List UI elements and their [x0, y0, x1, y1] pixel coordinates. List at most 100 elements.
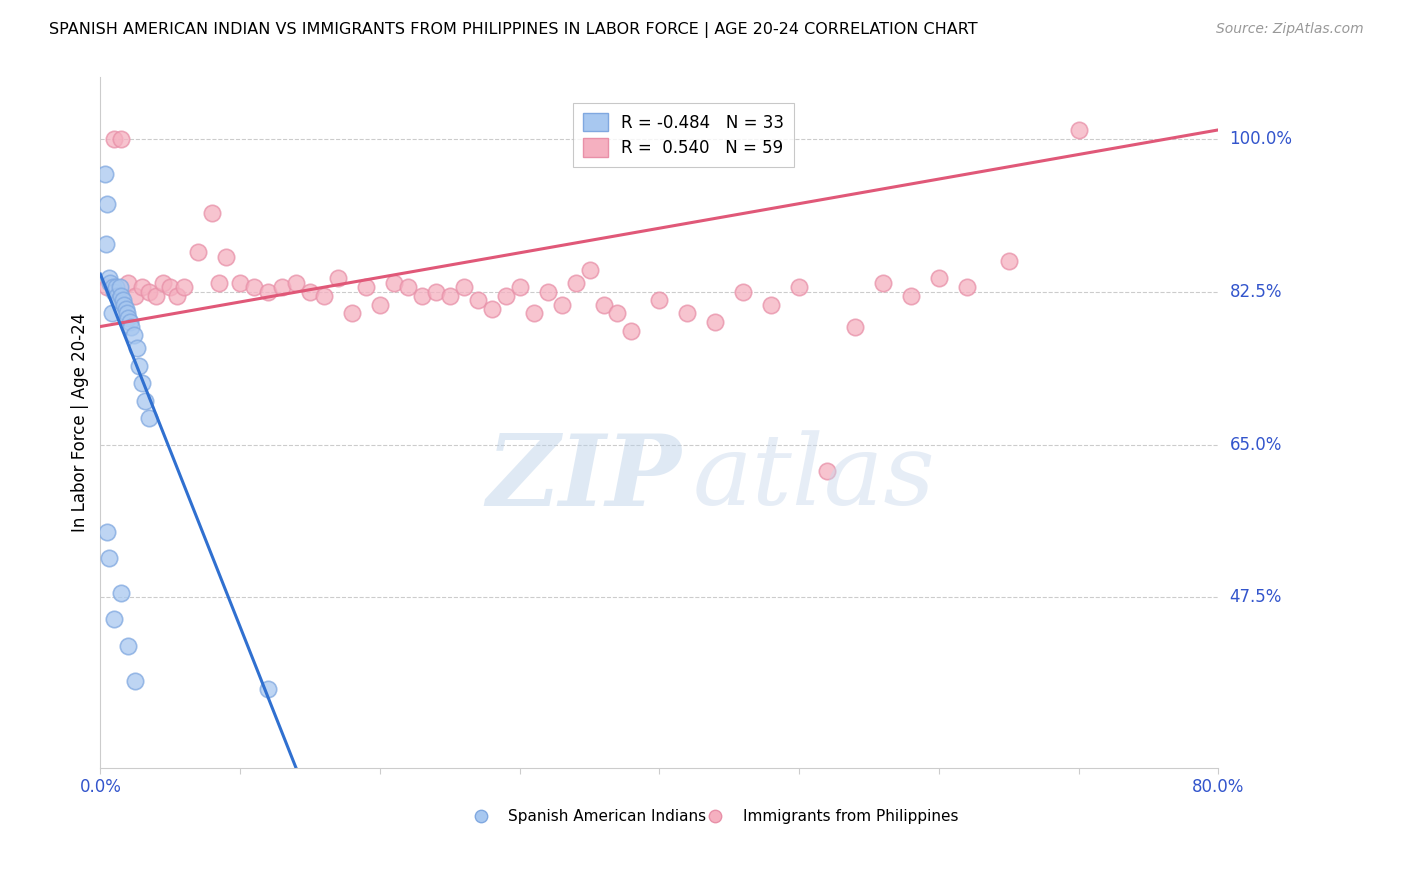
Point — [648, 293, 671, 308]
Point — [134, 393, 156, 408]
Point — [257, 285, 280, 299]
Point — [108, 280, 131, 294]
Point — [439, 289, 461, 303]
Point — [425, 285, 447, 299]
Point — [173, 280, 195, 294]
Point — [620, 324, 643, 338]
Point — [128, 359, 150, 373]
Point — [100, 306, 122, 320]
Point — [96, 197, 118, 211]
Point — [138, 411, 160, 425]
Point — [117, 639, 139, 653]
Point — [104, 280, 127, 294]
Point — [96, 280, 118, 294]
Point — [103, 285, 125, 299]
Point — [536, 285, 558, 299]
Point — [956, 280, 979, 294]
Point — [257, 682, 280, 697]
Point — [105, 289, 128, 303]
Point — [122, 328, 145, 343]
Point — [124, 289, 146, 303]
Point — [97, 271, 120, 285]
Point — [481, 301, 503, 316]
Point — [1067, 123, 1090, 137]
Point — [131, 376, 153, 391]
Text: Immigrants from Philippines: Immigrants from Philippines — [744, 809, 959, 823]
Point — [93, 167, 115, 181]
Point — [495, 289, 517, 303]
Text: 47.5%: 47.5% — [1230, 589, 1282, 607]
Point — [368, 298, 391, 312]
Legend: R = -0.484   N = 33, R =  0.540   N = 59: R = -0.484 N = 33, R = 0.540 N = 59 — [572, 103, 794, 167]
Point — [110, 131, 132, 145]
Point — [243, 280, 266, 294]
Point — [285, 276, 308, 290]
Point — [114, 301, 136, 316]
Point — [111, 293, 134, 308]
Point — [118, 315, 141, 329]
Point — [96, 524, 118, 539]
Point — [208, 276, 231, 290]
Point — [145, 289, 167, 303]
Point — [340, 306, 363, 320]
Point — [326, 271, 349, 285]
Point — [110, 289, 132, 303]
Point — [101, 280, 124, 294]
Point — [271, 280, 294, 294]
Point — [103, 612, 125, 626]
Point — [159, 280, 181, 294]
Point — [998, 254, 1021, 268]
Point — [676, 306, 699, 320]
Point — [844, 319, 866, 334]
Text: Source: ZipAtlas.com: Source: ZipAtlas.com — [1216, 22, 1364, 37]
Point — [606, 306, 628, 320]
Point — [98, 276, 121, 290]
Point — [787, 280, 810, 294]
Point — [117, 310, 139, 325]
Text: ZIP: ZIP — [486, 430, 682, 526]
Point — [354, 280, 377, 294]
Text: 65.0%: 65.0% — [1230, 435, 1282, 453]
Point — [815, 464, 838, 478]
Point — [564, 276, 586, 290]
Text: Spanish American Indians: Spanish American Indians — [509, 809, 707, 823]
Text: 100.0%: 100.0% — [1230, 129, 1292, 147]
Point — [201, 206, 224, 220]
Text: 82.5%: 82.5% — [1230, 283, 1282, 301]
Point — [103, 131, 125, 145]
Point — [94, 236, 117, 251]
Point — [467, 293, 489, 308]
Point — [124, 673, 146, 688]
Point — [928, 271, 950, 285]
Point — [396, 280, 419, 294]
Point — [117, 276, 139, 290]
Point — [411, 289, 433, 303]
Point — [107, 293, 129, 308]
Point — [453, 280, 475, 294]
Point — [138, 285, 160, 299]
Point — [152, 276, 174, 290]
Text: atlas: atlas — [693, 430, 936, 525]
Point — [550, 298, 572, 312]
Point — [704, 315, 727, 329]
Text: SPANISH AMERICAN INDIAN VS IMMIGRANTS FROM PHILIPPINES IN LABOR FORCE | AGE 20-2: SPANISH AMERICAN INDIAN VS IMMIGRANTS FR… — [49, 22, 977, 38]
Point — [112, 298, 135, 312]
Point — [592, 298, 614, 312]
Y-axis label: In Labor Force | Age 20-24: In Labor Force | Age 20-24 — [72, 313, 89, 533]
Point — [733, 285, 755, 299]
Point — [382, 276, 405, 290]
Point — [110, 586, 132, 600]
Point — [215, 250, 238, 264]
Point — [509, 280, 531, 294]
Point — [578, 262, 600, 277]
Point — [523, 306, 546, 320]
Point — [187, 245, 209, 260]
Point — [229, 276, 252, 290]
Point — [872, 276, 894, 290]
Point — [900, 289, 922, 303]
Point — [97, 551, 120, 566]
Point — [761, 298, 783, 312]
Point — [298, 285, 321, 299]
Point — [120, 319, 142, 334]
Point — [115, 306, 138, 320]
